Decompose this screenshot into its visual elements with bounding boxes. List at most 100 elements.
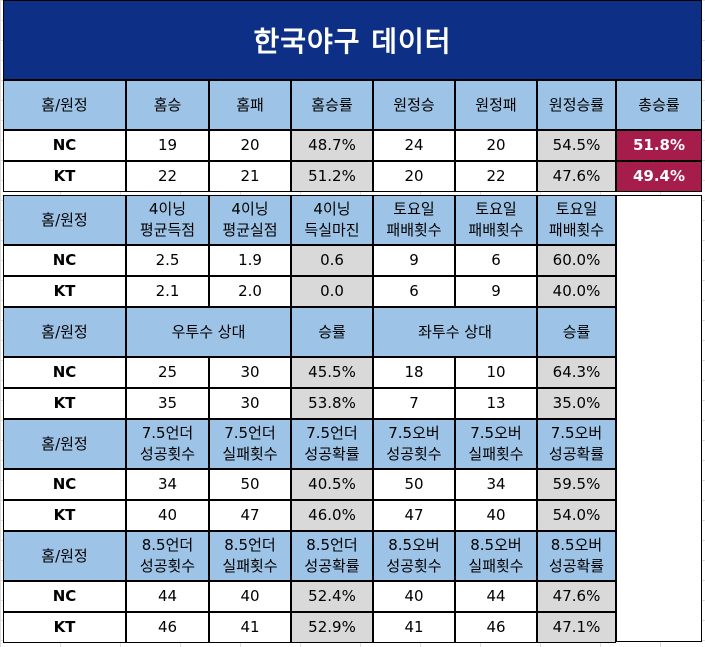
value-cell[interactable]: 45.5%: [291, 357, 373, 388]
value-cell[interactable]: 22: [455, 161, 537, 192]
header-cell[interactable]: 승률: [291, 307, 373, 357]
value-cell[interactable]: 40.0%: [537, 276, 616, 307]
team-cell[interactable]: NC: [3, 469, 126, 500]
header-cell[interactable]: 홈/원정: [3, 80, 126, 130]
value-cell[interactable]: 40: [126, 500, 209, 531]
header-cell[interactable]: 홈패: [209, 80, 291, 130]
value-cell[interactable]: 47.6%: [537, 161, 616, 192]
value-cell[interactable]: 20: [455, 130, 537, 161]
value-cell[interactable]: 35: [126, 388, 209, 419]
header-cell[interactable]: 원정승률: [537, 80, 616, 130]
header-cell[interactable]: 4이닝 득실마진: [291, 195, 373, 245]
value-cell[interactable]: 50: [373, 469, 455, 500]
header-cell[interactable]: 8.5오버 성공횟수: [373, 531, 455, 581]
header-cell[interactable]: 4이닝 평균실점: [209, 195, 291, 245]
value-cell[interactable]: 40: [373, 581, 455, 612]
team-cell[interactable]: NC: [3, 357, 126, 388]
team-cell[interactable]: NC: [3, 245, 126, 276]
value-cell[interactable]: 47.6%: [537, 581, 616, 612]
header-cell[interactable]: 홈승: [126, 80, 209, 130]
header-cell[interactable]: 8.5오버 실패횟수: [455, 531, 537, 581]
header-cell[interactable]: 7.5오버 실패횟수: [455, 419, 537, 469]
header-cell[interactable]: 토요일 패배횟수: [455, 195, 537, 245]
value-cell[interactable]: 46: [455, 612, 537, 643]
header-cell[interactable]: 우투수 상대: [126, 307, 291, 357]
header-cell[interactable]: 7.5언더 성공횟수: [126, 419, 209, 469]
value-cell[interactable]: 52.4%: [291, 581, 373, 612]
value-cell[interactable]: 6: [455, 245, 537, 276]
value-cell[interactable]: 2.0: [209, 276, 291, 307]
value-cell[interactable]: 20: [373, 161, 455, 192]
header-cell[interactable]: 7.5오버 성공횟수: [373, 419, 455, 469]
value-cell[interactable]: 53.8%: [291, 388, 373, 419]
value-cell[interactable]: 60.0%: [537, 245, 616, 276]
header-cell[interactable]: 8.5언더 실패횟수: [209, 531, 291, 581]
value-cell[interactable]: 19: [126, 130, 209, 161]
header-cell[interactable]: 홈/원정: [3, 307, 126, 357]
value-cell[interactable]: 13: [455, 388, 537, 419]
value-cell[interactable]: 54.5%: [537, 130, 616, 161]
value-cell[interactable]: 22: [126, 161, 209, 192]
header-cell[interactable]: 7.5언더 실패횟수: [209, 419, 291, 469]
value-cell[interactable]: 0.0: [291, 276, 373, 307]
value-cell[interactable]: 41: [209, 612, 291, 643]
header-cell[interactable]: 8.5오버 성공확률: [537, 531, 616, 581]
value-cell[interactable]: 44: [455, 581, 537, 612]
team-cell[interactable]: KT: [3, 161, 126, 192]
value-cell[interactable]: 2.5: [126, 245, 209, 276]
header-cell[interactable]: 홈승률: [291, 80, 373, 130]
value-cell[interactable]: 49.4%: [616, 161, 702, 192]
value-cell[interactable]: 59.5%: [537, 469, 616, 500]
value-cell[interactable]: 40: [209, 581, 291, 612]
value-cell[interactable]: 47.1%: [537, 612, 616, 643]
team-cell[interactable]: KT: [3, 388, 126, 419]
header-cell[interactable]: 7.5언더 성공확률: [291, 419, 373, 469]
value-cell[interactable]: 1.9: [209, 245, 291, 276]
value-cell[interactable]: 6: [373, 276, 455, 307]
value-cell[interactable]: 20: [209, 130, 291, 161]
value-cell[interactable]: 48.7%: [291, 130, 373, 161]
value-cell[interactable]: 46: [126, 612, 209, 643]
value-cell[interactable]: 51.8%: [616, 130, 702, 161]
value-cell[interactable]: 30: [209, 388, 291, 419]
header-cell[interactable]: 8.5언더 성공확률: [291, 531, 373, 581]
value-cell[interactable]: 51.2%: [291, 161, 373, 192]
value-cell[interactable]: 24: [373, 130, 455, 161]
header-cell[interactable]: 토요일 패배횟수: [373, 195, 455, 245]
value-cell[interactable]: 10: [455, 357, 537, 388]
value-cell[interactable]: 25: [126, 357, 209, 388]
value-cell[interactable]: 46.0%: [291, 500, 373, 531]
team-cell[interactable]: KT: [3, 500, 126, 531]
value-cell[interactable]: 41: [373, 612, 455, 643]
value-cell[interactable]: 40.5%: [291, 469, 373, 500]
value-cell[interactable]: 35.0%: [537, 388, 616, 419]
value-cell[interactable]: 7: [373, 388, 455, 419]
header-cell[interactable]: 8.5언더 성공횟수: [126, 531, 209, 581]
team-cell[interactable]: KT: [3, 276, 126, 307]
value-cell[interactable]: 34: [126, 469, 209, 500]
header-cell[interactable]: 7.5오버 성공확률: [537, 419, 616, 469]
value-cell[interactable]: 2.1: [126, 276, 209, 307]
header-cell[interactable]: 승률: [537, 307, 616, 357]
value-cell[interactable]: 64.3%: [537, 357, 616, 388]
value-cell[interactable]: 47: [373, 500, 455, 531]
team-cell[interactable]: NC: [3, 581, 126, 612]
value-cell[interactable]: 47: [209, 500, 291, 531]
header-cell[interactable]: 총승률: [616, 80, 702, 130]
value-cell[interactable]: 54.0%: [537, 500, 616, 531]
header-cell[interactable]: 원정승: [373, 80, 455, 130]
value-cell[interactable]: 34: [455, 469, 537, 500]
header-cell[interactable]: 홈/원정: [3, 419, 126, 469]
header-cell[interactable]: 홈/원정: [3, 195, 126, 245]
value-cell[interactable]: 0.6: [291, 245, 373, 276]
value-cell[interactable]: 44: [126, 581, 209, 612]
value-cell[interactable]: 40: [455, 500, 537, 531]
value-cell[interactable]: 18: [373, 357, 455, 388]
value-cell[interactable]: 30: [209, 357, 291, 388]
value-cell[interactable]: 9: [373, 245, 455, 276]
header-cell[interactable]: 홈/원정: [3, 531, 126, 581]
value-cell[interactable]: 50: [209, 469, 291, 500]
value-cell[interactable]: 9: [455, 276, 537, 307]
header-cell[interactable]: 좌투수 상대: [373, 307, 537, 357]
value-cell[interactable]: 52.9%: [291, 612, 373, 643]
